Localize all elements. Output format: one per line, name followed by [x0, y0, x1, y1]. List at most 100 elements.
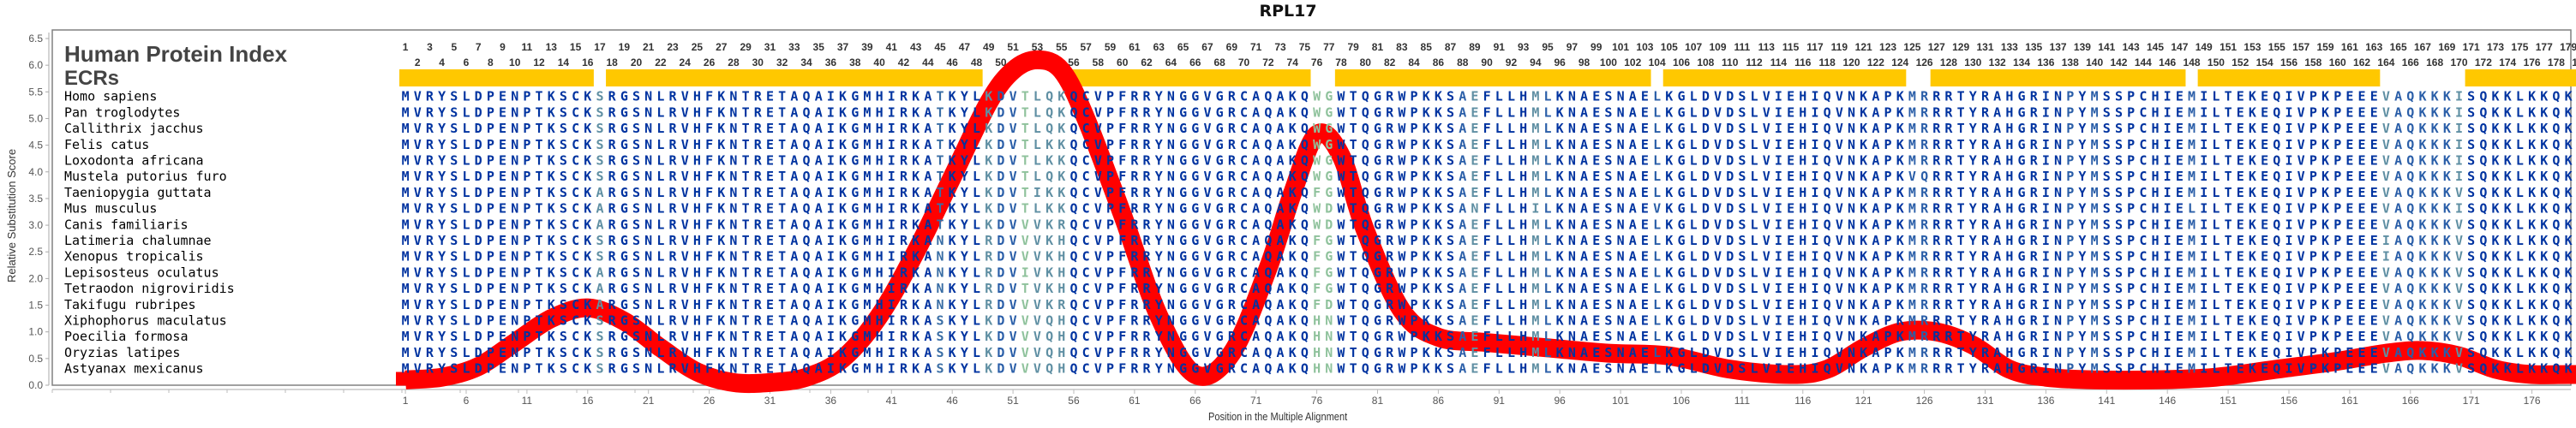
- residue: G: [2018, 137, 2026, 152]
- position-index-number: 62: [1141, 56, 1153, 68]
- residue: D: [475, 281, 482, 296]
- residue: R: [2030, 265, 2039, 280]
- residue: K: [548, 361, 555, 377]
- residue: P: [2333, 345, 2341, 360]
- residue: T: [1957, 121, 1965, 136]
- residue: Y: [438, 217, 446, 232]
- position-index-number: 49: [983, 41, 995, 53]
- residue: I: [1811, 265, 1818, 280]
- residue: Y: [961, 185, 968, 200]
- residue: T: [1350, 345, 1357, 360]
- residue: D: [1726, 185, 1734, 200]
- residue: E: [766, 297, 774, 312]
- residue: L: [1751, 121, 1758, 136]
- residue: K: [584, 185, 591, 200]
- residue: R: [1981, 297, 1990, 312]
- residue: R: [1932, 201, 1941, 217]
- residue: K: [1435, 233, 1442, 248]
- residue: A: [815, 265, 823, 280]
- position-index-number: 20: [631, 56, 643, 68]
- residue: S: [1447, 345, 1454, 360]
- residue: L: [1507, 217, 1515, 232]
- residue: H: [1519, 217, 1527, 232]
- residue: W: [1337, 297, 1345, 312]
- residue: R: [900, 137, 908, 152]
- residue: G: [1191, 249, 1199, 265]
- residue: G: [620, 89, 628, 104]
- residue: R: [1944, 89, 1953, 104]
- residue: N: [1617, 185, 1625, 200]
- residue: N: [1568, 329, 1576, 344]
- residue: N: [511, 201, 518, 217]
- residue: L: [1495, 201, 1503, 217]
- residue: P: [1106, 297, 1114, 312]
- residue: K: [2431, 121, 2439, 136]
- residue: Q: [803, 201, 811, 217]
- residue: I: [888, 313, 896, 329]
- residue: T: [742, 361, 750, 377]
- residue: I: [2285, 104, 2292, 120]
- residue: Y: [2078, 104, 2086, 120]
- residue: E: [2261, 153, 2268, 169]
- residue: R: [669, 121, 678, 136]
- position-index-number: 38: [849, 56, 861, 68]
- residue: T: [742, 153, 750, 169]
- residue: E: [1787, 217, 1794, 232]
- residue: P: [2309, 169, 2317, 184]
- residue: K: [548, 265, 555, 280]
- residue: V: [1094, 185, 1102, 200]
- residue: Q: [1362, 104, 1369, 120]
- residue: E: [499, 329, 506, 344]
- residue: R: [1143, 297, 1152, 312]
- residue: T: [1957, 185, 1965, 200]
- residue: I: [827, 185, 835, 200]
- residue: K: [2321, 345, 2329, 360]
- residue: E: [499, 297, 506, 312]
- residue: C: [1082, 217, 1090, 232]
- residue: T: [536, 185, 543, 200]
- residue: V: [1836, 121, 1843, 136]
- residue: R: [1386, 169, 1394, 184]
- residue: L: [1690, 89, 1698, 104]
- residue: Q: [2406, 233, 2414, 248]
- position-index-number: 6: [464, 56, 470, 68]
- residue: M: [863, 137, 871, 152]
- residue: C: [1240, 217, 1248, 232]
- residue: W: [1398, 137, 1406, 152]
- residue: T: [1350, 153, 1357, 169]
- x-tick-label: 91: [1494, 395, 1506, 407]
- residue: Y: [1969, 217, 1977, 232]
- residue: P: [2066, 249, 2074, 265]
- residue: H: [2151, 249, 2159, 265]
- residue: R: [985, 297, 993, 312]
- position-index-number: 174: [2499, 56, 2516, 68]
- residue: L: [1033, 169, 1041, 184]
- residue: R: [1228, 169, 1237, 184]
- residue: P: [1411, 153, 1418, 169]
- residue: P: [2309, 249, 2317, 265]
- position-index-number: 56: [1068, 56, 1080, 68]
- residue: Y: [438, 121, 446, 136]
- residue: T: [936, 137, 944, 152]
- position-index-number: 32: [776, 56, 788, 68]
- residue: D: [1325, 297, 1333, 312]
- residue: K: [1896, 265, 1904, 280]
- residue: E: [1471, 185, 1478, 200]
- residue: K: [2504, 233, 2512, 248]
- residue: P: [2333, 281, 2341, 296]
- residue: A: [1252, 104, 1260, 120]
- residue: G: [1191, 121, 1199, 136]
- residue: C: [572, 249, 579, 265]
- residue: S: [1604, 185, 1612, 200]
- residue: K: [1423, 185, 1430, 200]
- residue: R: [1932, 185, 1941, 200]
- residue: V: [1033, 361, 1041, 377]
- x-tick-label: 26: [704, 395, 716, 407]
- x-tick-label: 6: [464, 395, 470, 407]
- residue: Q: [1045, 345, 1053, 360]
- residue: E: [2237, 121, 2244, 136]
- residue: G: [1325, 281, 1333, 296]
- residue: T: [536, 169, 543, 184]
- residue: D: [475, 185, 482, 200]
- residue: K: [912, 313, 920, 329]
